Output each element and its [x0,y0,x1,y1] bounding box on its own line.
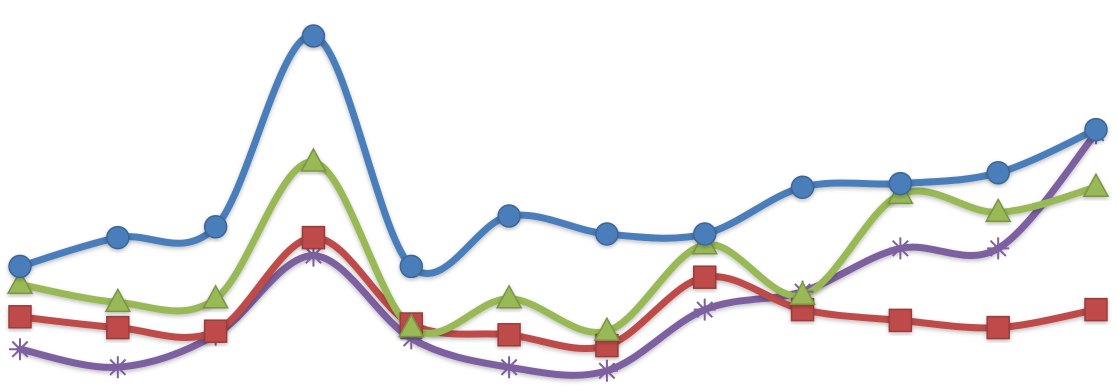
series-3-point-6 [497,323,521,347]
series-1-point-8 [692,222,717,246]
series-1-line [16,32,1100,277]
series-3-point-11 [986,315,1010,340]
series-1-point-3 [203,215,228,239]
series-3-point-3 [203,319,228,343]
series-2-point-5 [398,313,425,338]
series-4-point-10 [889,237,912,260]
series-1-point-11 [986,161,1010,185]
series-2-point-9 [789,280,816,305]
series-2-point-2 [104,287,132,313]
series-1-point-7 [595,222,619,246]
series-1-point-10 [888,171,913,196]
series-3-point-4 [301,225,326,250]
series-4-point-4 [302,244,325,267]
series-3-point-12 [1084,297,1108,322]
series-4-point-1 [9,338,31,361]
series-layer [6,24,1110,382]
series-2-point-6 [495,284,523,309]
series-3-point-10 [888,308,913,333]
series-2-point-1 [6,269,34,295]
series-2-point-12 [1082,172,1110,197]
series-2-point-4 [300,147,327,172]
series-4-point-6 [498,356,521,379]
series-4-point-11 [987,237,1010,260]
series-3-line [16,234,1100,352]
series-4-point-7 [595,359,618,382]
series-1-point-9 [790,175,815,199]
series-4-point-5 [400,327,423,350]
series-1-point-2 [106,225,130,250]
series-1-point-12 [1084,117,1108,142]
series-1-point-5 [399,254,424,279]
series-3-point-8 [692,265,717,289]
series-3-point-2 [106,315,130,340]
series-2-point-7 [593,316,621,341]
series-1-point-6 [497,204,521,228]
series-1-point-4 [301,24,326,48]
series-4-point-8 [693,298,716,321]
series-2-point-11 [984,197,1012,223]
series-3-point-1 [8,305,32,329]
series-4-point-2 [106,356,129,379]
series-1-point-1 [8,254,32,279]
series-2-point-3 [202,284,229,309]
